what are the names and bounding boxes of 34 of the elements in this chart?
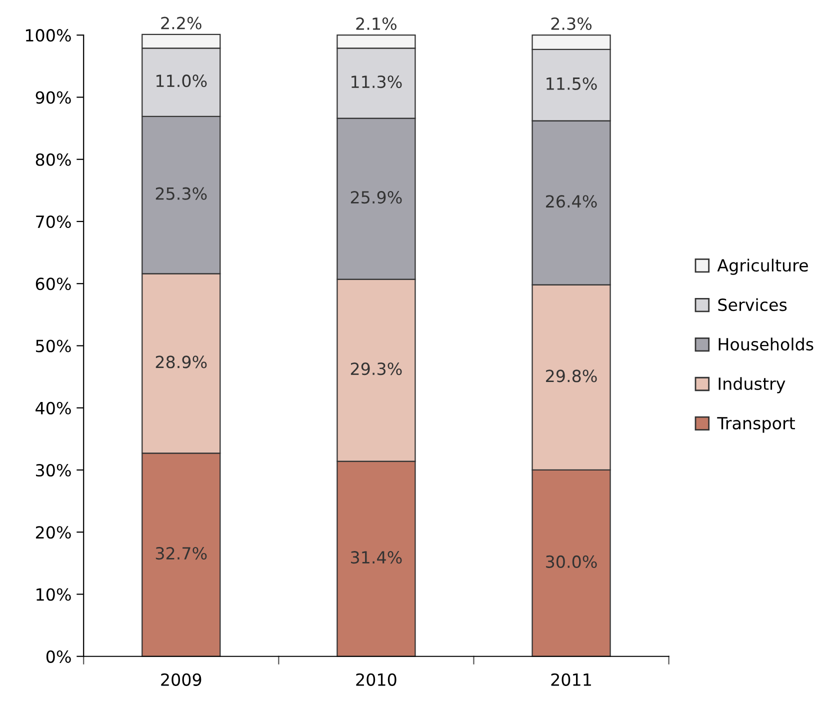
- y-tick-label: 0%: [46, 650, 71, 663]
- data-label: 25.3%: [156, 187, 207, 200]
- y-tick-label: 40%: [36, 402, 71, 414]
- legend-label: Services: [718, 298, 787, 312]
- y-tick-label: 50%: [36, 340, 71, 352]
- legend-label: Industry: [718, 377, 786, 394]
- data-label: 2.2%: [161, 16, 202, 30]
- data-label: 31.4%: [351, 551, 402, 564]
- data-label: 11.5%: [546, 77, 597, 90]
- legend-label: Households: [718, 338, 814, 351]
- data-label: 29.3%: [350, 362, 402, 376]
- data-label: 11.3%: [352, 75, 402, 88]
- data-label: 29.8%: [546, 370, 597, 382]
- legend-label: Transport: [717, 417, 795, 433]
- data-label: 2.1%: [356, 17, 396, 30]
- data-label: 28.9%: [156, 356, 207, 368]
- x-tick-label: 2009: [161, 673, 202, 686]
- data-label: 11.0%: [156, 74, 207, 88]
- data-label: 26.4%: [546, 195, 597, 208]
- y-tick-label: 10%: [36, 588, 71, 601]
- y-tick-label: 80%: [36, 153, 71, 166]
- data-label: 32.7%: [156, 547, 207, 560]
- y-tick-label: 70%: [36, 215, 71, 228]
- y-tick-label: 20%: [36, 526, 71, 539]
- data-label: 25.9%: [350, 191, 402, 204]
- y-tick-label: 60%: [36, 278, 71, 290]
- x-tick-label: 2010: [356, 673, 396, 686]
- x-tick-label: 2011: [551, 673, 591, 686]
- data-label: 2.3%: [551, 17, 592, 30]
- data-label: 30.0%: [546, 555, 597, 568]
- y-tick-label: 90%: [36, 91, 71, 104]
- legend-label: Agriculture: [717, 258, 808, 275]
- y-tick-label: 30%: [36, 464, 71, 477]
- y-tick-label: 100%: [26, 29, 71, 42]
